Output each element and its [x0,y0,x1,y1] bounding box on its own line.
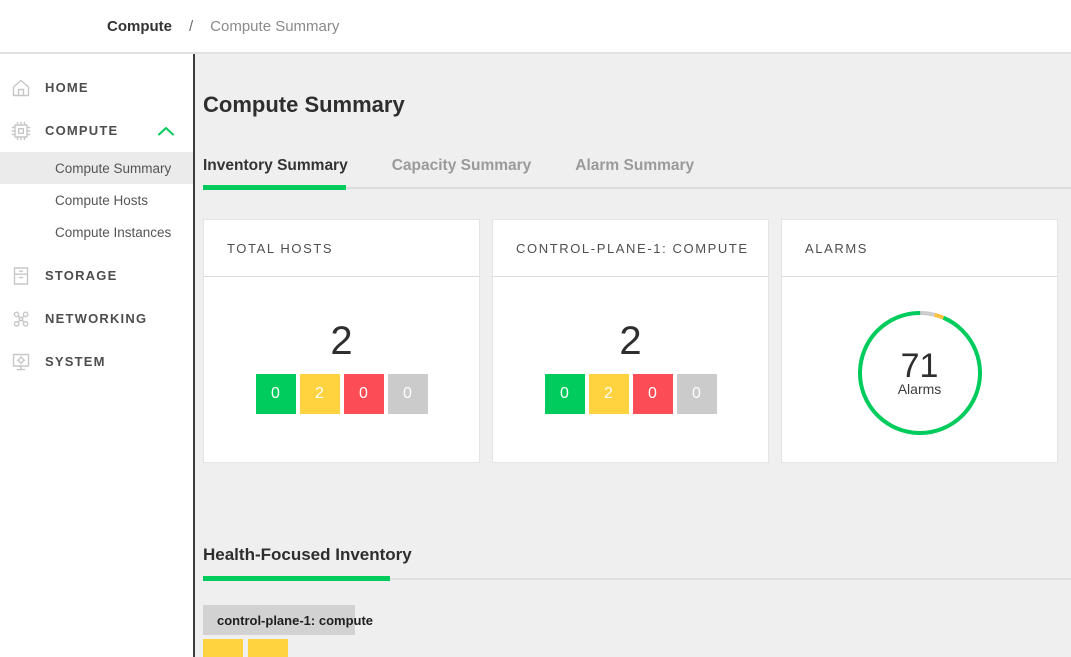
tab-underline [203,185,1071,190]
tab-capacity-summary[interactable]: Capacity Summary [391,157,532,174]
host-tile[interactable] [248,639,288,657]
active-tab-indicator [203,185,346,190]
sidebar-item-compute[interactable]: COMPUTE [0,109,193,152]
system-icon [12,353,30,370]
host-tile[interactable] [203,639,243,657]
donut-ring [857,311,982,435]
tab-inventory-summary[interactable]: Inventory Summary [203,157,348,174]
sidebar-item-label: NETWORKING [45,311,148,326]
health-accent-bar [203,576,390,581]
home-icon [12,79,30,96]
status-badge-warning: 2 [299,374,340,414]
breadcrumb-separator: / [189,17,194,35]
total-hosts-count: 2 [330,319,353,363]
alarms-count: 71 [900,346,939,385]
sidebar-item-compute-hosts[interactable]: Compute Hosts [0,184,193,216]
sidebar-item-storage[interactable]: STORAGE [0,254,193,297]
sidebar-item-label: COMPUTE [45,123,119,138]
breadcrumb: Compute / Compute Summary [107,18,339,35]
alarms-label: Alarms [897,380,942,397]
host-tiles-row [203,639,1071,657]
sidebar-item-label: STORAGE [45,268,118,283]
status-badge-unknown: 0 [387,374,428,414]
sidebar-item-home[interactable]: HOME [0,66,193,109]
health-divider-line [203,578,1071,580]
page-title: Compute Summary [203,92,405,117]
main-content: Compute Summary Inventory Summary Capaci… [195,54,1071,657]
status-badge-warning: 2 [588,374,629,414]
card-body: 2 0 2 0 0 [204,321,479,506]
sidebar-item-label: SYSTEM [45,354,106,369]
sidebar: HOME COMPUTE Compute Summary Compute Hos… [0,54,195,657]
status-badges: 0 2 0 0 [204,374,479,414]
top-bar: Compute / Compute Summary [0,0,1071,54]
health-inventory-title: Health-Focused Inventory [203,545,412,564]
health-underline [203,576,1071,581]
card-title: TOTAL HOSTS [204,220,479,277]
tab-divider-line [203,187,1071,189]
sidebar-item-compute-instances[interactable]: Compute Instances [0,216,193,248]
donut-center: 71 Alarms [855,308,985,438]
breadcrumb-section[interactable]: Compute [107,17,172,35]
alarms-card: ALARMS 71 Alarms [781,219,1058,463]
breadcrumb-page: Compute Summary [210,17,340,35]
control-plane-host-count: 2 [619,319,642,363]
sidebar-subitem-label: Compute Instances [55,224,172,240]
status-badge-critical: 0 [632,374,673,414]
chevron-up-icon[interactable] [157,126,175,136]
status-badge-critical: 0 [343,374,384,414]
summary-cards-row: TOTAL HOSTS 2 0 2 0 0 CONTROL-PLANE-1: C… [203,219,1071,463]
status-badges: 0 2 0 0 [493,374,768,414]
sidebar-subitem-label: Compute Hosts [55,192,149,208]
sidebar-item-label: HOME [45,80,89,95]
status-badge-ok: 0 [255,374,296,414]
host-group-chip: control-plane-1: compute [203,605,373,635]
compute-icon [11,121,31,140]
storage-icon [13,266,29,285]
control-plane-compute-card: CONTROL-PLANE-1: COMPUTE 2 0 2 0 0 [492,219,769,463]
status-badge-ok: 0 [544,374,585,414]
sidebar-item-compute-summary[interactable]: Compute Summary [0,152,193,184]
networking-icon [13,310,29,327]
card-title: CONTROL-PLANE-1: COMPUTE [493,220,768,277]
tab-bar: Inventory Summary Capacity Summary Alarm… [203,156,1071,176]
status-badge-unknown: 0 [676,374,717,414]
card-body: 2 0 2 0 0 [493,321,768,506]
card-body: 71 Alarms [782,308,1057,493]
card-title: ALARMS [782,220,1057,277]
alarms-donut-chart: 71 Alarms [855,308,985,438]
sidebar-subitem-label: Compute Summary [55,160,172,176]
total-hosts-card: TOTAL HOSTS 2 0 2 0 0 [203,219,480,463]
sidebar-item-networking[interactable]: NETWORKING [0,297,193,340]
sidebar-item-system[interactable]: SYSTEM [0,340,193,383]
tab-alarm-summary[interactable]: Alarm Summary [575,157,695,174]
